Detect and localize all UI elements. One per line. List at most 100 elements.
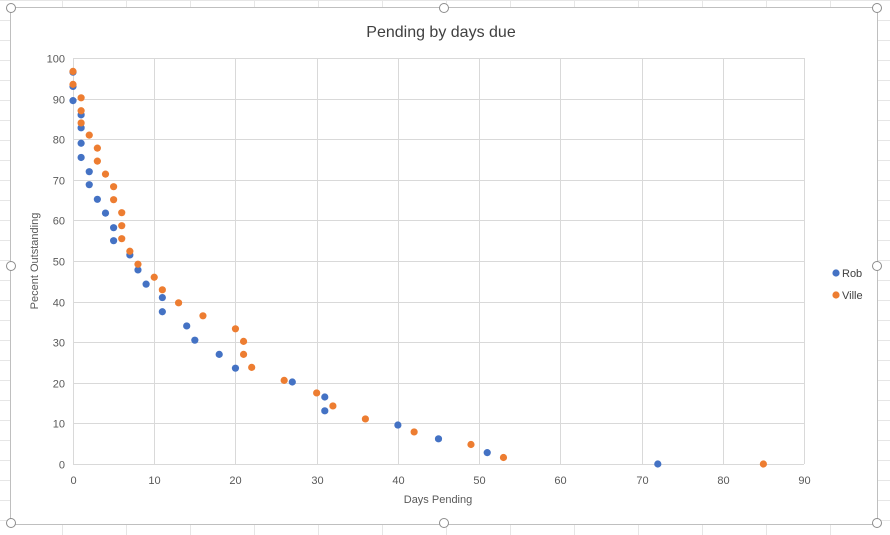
x-axis-tick-labels: 0 10 20 30 40 50 60 70 80 90 [70, 475, 810, 487]
data-point[interactable] [101, 170, 110, 178]
y-tick-label: 10 [53, 419, 65, 431]
data-point[interactable] [231, 364, 240, 372]
legend-marker-ville [832, 291, 840, 299]
data-point[interactable] [313, 389, 321, 397]
data-point[interactable] [101, 209, 110, 217]
data-point[interactable] [110, 224, 118, 232]
data-point[interactable] [288, 378, 296, 386]
data-point[interactable] [110, 237, 118, 245]
data-point[interactable] [199, 312, 207, 320]
data-point[interactable] [183, 322, 191, 330]
data-point[interactable] [150, 273, 158, 281]
chart-title: Pending by days due [366, 24, 516, 41]
x-tick-label: 90 [798, 475, 810, 487]
data-point[interactable] [361, 415, 369, 423]
data-point[interactable] [77, 119, 85, 127]
y-tick-label: 70 [53, 176, 65, 188]
x-tick-label: 60 [554, 475, 566, 487]
data-point[interactable] [85, 181, 93, 189]
data-point[interactable] [69, 67, 77, 75]
data-point[interactable] [215, 350, 223, 358]
legend-label-rob: Rob [842, 268, 862, 280]
legend[interactable]: Rob Ville [832, 268, 863, 302]
data-point[interactable] [134, 260, 142, 268]
data-point[interactable] [174, 299, 183, 307]
y-tick-label: 30 [53, 338, 65, 350]
data-point[interactable] [231, 325, 240, 333]
x-tick-label: 20 [229, 475, 241, 487]
y-tick-label: 20 [53, 379, 65, 391]
data-point[interactable] [410, 428, 418, 436]
data-point[interactable] [85, 131, 93, 139]
resize-handle-top-right[interactable] [872, 3, 882, 13]
data-point[interactable] [77, 139, 85, 147]
data-point[interactable] [191, 336, 199, 344]
y-tick-label: 100 [47, 54, 65, 66]
data-point[interactable] [158, 286, 166, 294]
data-point[interactable] [118, 209, 126, 217]
y-tick-label: 80 [53, 135, 65, 147]
resize-handle-top-center[interactable] [439, 3, 449, 13]
x-tick-label: 40 [392, 475, 404, 487]
y-tick-label: 40 [53, 298, 65, 310]
data-point[interactable] [93, 144, 101, 152]
data-point[interactable] [110, 183, 118, 191]
data-point[interactable] [69, 80, 77, 88]
y-tick-label: 60 [53, 216, 65, 228]
data-point[interactable] [69, 97, 77, 105]
resize-handle-top-left[interactable] [6, 3, 16, 13]
data-point[interactable] [77, 153, 85, 162]
resize-handle-middle-left[interactable] [6, 261, 16, 271]
data-point[interactable] [158, 308, 166, 316]
data-point[interactable] [280, 376, 288, 384]
legend-marker-rob [832, 269, 840, 277]
data-point[interactable] [434, 435, 443, 443]
y-axis-tick-labels: 0 10 20 30 40 50 60 70 80 90 100 [47, 54, 65, 472]
data-point[interactable] [759, 460, 767, 468]
data-point[interactable] [118, 235, 126, 243]
y-tick-label: 90 [53, 95, 65, 107]
x-tick-label: 10 [148, 475, 160, 487]
data-point[interactable] [118, 222, 126, 230]
data-point[interactable] [158, 293, 166, 302]
y-axis-title: Pecent Outstanding [29, 213, 41, 310]
y-tick-label: 50 [53, 257, 65, 269]
resize-handle-bottom-right[interactable] [872, 518, 882, 528]
data-point[interactable] [126, 247, 134, 255]
data-point[interactable] [93, 157, 101, 165]
x-tick-label: 0 [70, 475, 76, 487]
data-point[interactable] [77, 94, 85, 102]
data-series [69, 67, 767, 468]
x-tick-label: 30 [311, 475, 323, 487]
data-point[interactable] [394, 421, 402, 429]
data-point[interactable] [499, 453, 508, 462]
data-point[interactable] [329, 402, 337, 410]
data-point[interactable] [85, 168, 93, 176]
x-tick-label: 50 [473, 475, 485, 487]
x-axis-title: Days Pending [404, 494, 473, 506]
data-point[interactable] [110, 196, 118, 204]
data-point[interactable] [248, 363, 256, 371]
resize-handle-bottom-left[interactable] [6, 518, 16, 528]
series-ville [69, 67, 767, 468]
x-tick-label: 80 [717, 475, 729, 487]
resize-handle-middle-right[interactable] [872, 261, 882, 271]
data-point[interactable] [239, 350, 248, 358]
data-point[interactable] [142, 280, 150, 288]
data-point[interactable] [77, 107, 85, 115]
data-point[interactable] [654, 460, 662, 468]
gridlines [73, 58, 805, 465]
y-tick-label: 0 [59, 460, 65, 472]
data-point[interactable] [321, 407, 329, 415]
x-tick-label: 70 [636, 475, 648, 487]
data-point[interactable] [483, 449, 491, 457]
series-rob [69, 68, 662, 468]
data-point[interactable] [134, 266, 142, 274]
data-point[interactable] [467, 440, 475, 449]
resize-handle-bottom-center[interactable] [439, 518, 449, 528]
data-point[interactable] [321, 393, 329, 401]
data-point[interactable] [239, 337, 248, 345]
data-point[interactable] [93, 195, 101, 203]
legend-label-ville: Ville [842, 290, 863, 302]
